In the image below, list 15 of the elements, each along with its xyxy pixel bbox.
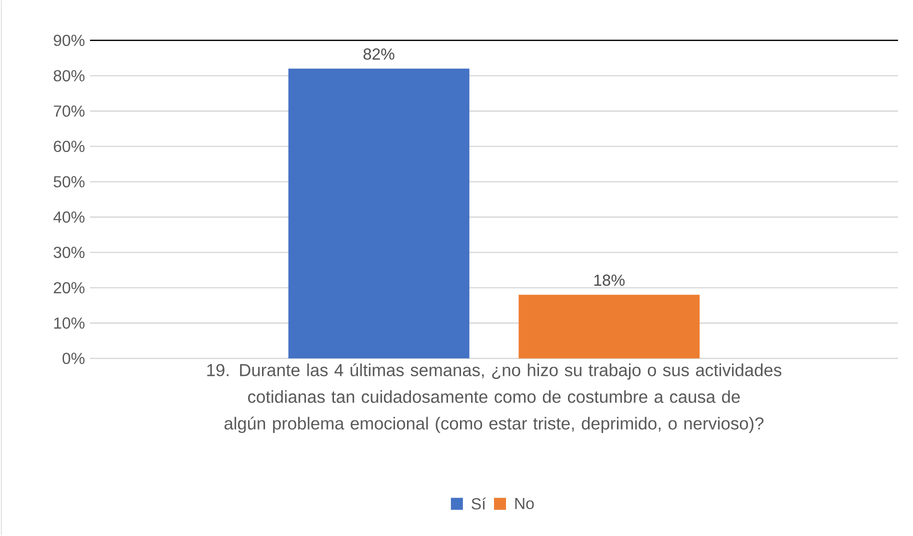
y-tick-label: 50% [54, 176, 84, 188]
y-tick-label: 30% [54, 246, 84, 258]
y-tick-label: 0% [62, 352, 84, 364]
y-tick-label: 80% [54, 70, 84, 82]
y-tick-label: 10% [54, 318, 84, 329]
y-tick-label: 70% [54, 106, 84, 117]
x-tick-label: 19. Durante las 4 últimas semanas, ¿no hizo su trabajo o sus actividades cotidianas tan cuidadosamente como de costumbre a causa de algún problema emocional (como estar triste, deprimido, o nervioso)? [207, 363, 782, 434]
data-label: 82% [364, 48, 394, 60]
y-tick-label: 40% [53, 212, 84, 223]
legend-label: No [515, 498, 534, 510]
y-tick-label: 60% [54, 140, 84, 152]
y-tick-label: 90% [54, 34, 84, 46]
legend-label: Sí [472, 498, 486, 510]
y-tick-label: 20% [54, 282, 84, 294]
data-label: 18% [594, 274, 625, 286]
